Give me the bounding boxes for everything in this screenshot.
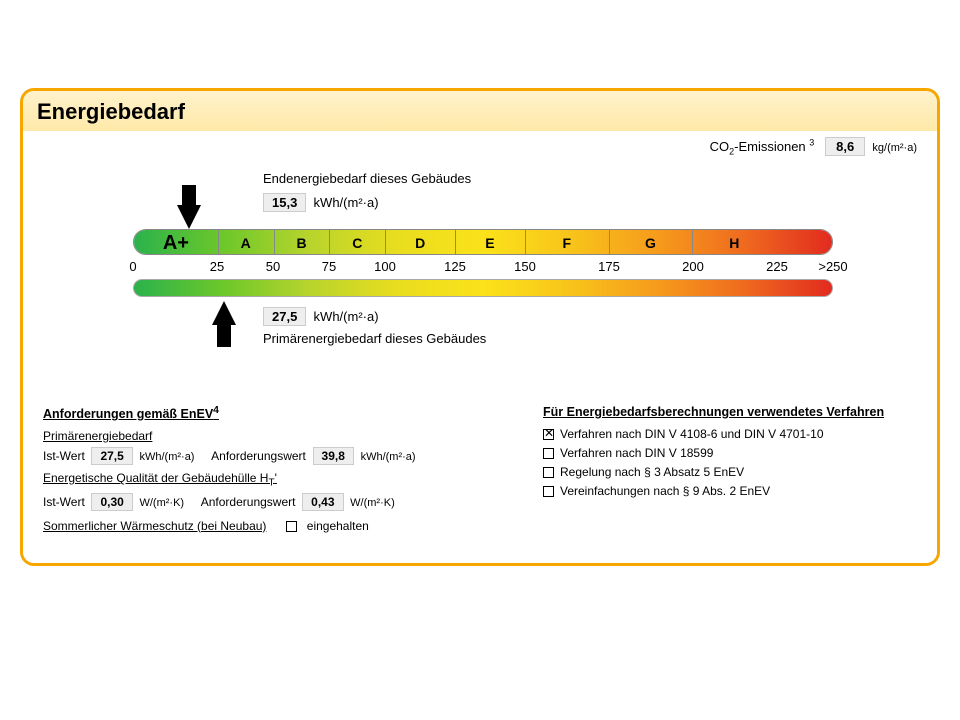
method-option: Verfahren nach DIN V 18599 (543, 446, 923, 460)
envelope-ist-unit: W/(m²·K) (139, 497, 184, 509)
co2-footnote: 3 (809, 138, 814, 148)
tick-label: >250 (818, 259, 847, 274)
method-checkbox[interactable] (543, 448, 554, 459)
envelope-anf-value: 0,43 (302, 493, 343, 511)
segment-label: F (525, 230, 609, 255)
primary-anf-label: Anforderungswert (211, 449, 306, 463)
card-header: Energiebedarf (23, 91, 937, 131)
primary-anf-value: 39,8 (313, 447, 354, 465)
tick-label: 225 (766, 259, 788, 274)
co2-row: CO2-Emissionen 3 8,6 kg/(m²·a) (710, 137, 917, 157)
envelope-anf-label: Anforderungswert (201, 495, 296, 509)
lower-gradient-strip (133, 279, 833, 297)
energy-bar-bg: A+ABCDEFGH (133, 229, 833, 255)
energy-bar: A+ABCDEFGH 0255075100125150175200225>250 (133, 229, 833, 255)
summer-opt-label: eingehalten (307, 519, 369, 533)
envelope-heading: Energetische Qualität der Gebäudehülle H… (43, 471, 503, 488)
method-checkbox[interactable] (543, 486, 554, 497)
method-option: Verfahren nach DIN V 4108-6 und DIN V 47… (543, 427, 923, 441)
primary-ist-unit: kWh/(m²·a) (139, 451, 194, 463)
tick-label: 150 (514, 259, 536, 274)
segment-label: G (609, 230, 693, 255)
method-option-label: Regelung nach § 3 Absatz 5 EnEV (560, 465, 744, 479)
primary-ist-label: Ist-Wert (43, 449, 85, 463)
bottom-marker-value: 27,5 (263, 307, 306, 326)
bottom-marker-label: Primärenergiebedarf dieses Gebäudes (263, 331, 486, 346)
method-checkbox[interactable] (543, 467, 554, 478)
tick-label: 50 (266, 259, 280, 274)
tick-label: 200 (682, 259, 704, 274)
segment-label: C (329, 230, 385, 255)
card-body: CO2-Emissionen 3 8,6 kg/(m²·a) Endenergi… (23, 131, 937, 563)
arrow-down-icon (177, 205, 201, 229)
top-marker-unit: kWh/(m²·a) (314, 195, 379, 210)
requirements-column: Anforderungen gemäß EnEV4 Primärenergieb… (43, 405, 503, 536)
method-option-label: Vereinfachungen nach § 9 Abs. 2 EnEV (560, 484, 770, 498)
tick-label: 0 (129, 259, 136, 274)
primary-anf-unit: kWh/(m²·a) (361, 451, 416, 463)
tick-label: 175 (598, 259, 620, 274)
method-option-label: Verfahren nach DIN V 4108-6 und DIN V 47… (560, 427, 824, 441)
envelope-row: Ist-Wert 0,30 W/(m²·K) Anforderungswert … (43, 493, 503, 511)
method-option: Regelung nach § 3 Absatz 5 EnEV (543, 465, 923, 479)
co2-label-rest: -Emissionen (734, 139, 806, 154)
primary-ist-value: 27,5 (91, 447, 132, 465)
tick-label: 75 (322, 259, 336, 274)
envelope-anf-unit: W/(m²·K) (350, 497, 395, 509)
primary-row: Ist-Wert 27,5 kWh/(m²·a) Anforderungswer… (43, 447, 503, 465)
method-option: Vereinfachungen nach § 9 Abs. 2 EnEV (543, 484, 923, 498)
summer-checkbox[interactable] (286, 521, 297, 532)
primary-heading: Primärenergiebedarf (43, 429, 503, 443)
segment-label: E (455, 230, 525, 255)
segment-label: H (692, 230, 776, 255)
envelope-ist-label: Ist-Wert (43, 495, 85, 509)
card-title: Energiebedarf (37, 99, 185, 124)
method-checkbox[interactable] (543, 429, 554, 440)
segment-label: B (274, 230, 330, 255)
requirements-title: Anforderungen gemäß EnEV4 (43, 405, 503, 421)
bottom-marker-valrow: 27,5 kWh/(m²·a) (263, 307, 379, 326)
segment-label: A+ (134, 230, 218, 255)
bottom-marker-unit: kWh/(m²·a) (314, 309, 379, 324)
tick-label: 100 (374, 259, 396, 274)
co2-value: 8,6 (825, 137, 865, 156)
segment-label: D (385, 230, 455, 255)
method-option-label: Verfahren nach DIN V 18599 (560, 446, 713, 460)
tick-label: 125 (444, 259, 466, 274)
envelope-ist-value: 0,30 (91, 493, 132, 511)
summer-row: Sommerlicher Wärmeschutz (bei Neubau) ei… (43, 519, 503, 533)
method-title: Für Energiebedarfsberechnungen verwendet… (543, 405, 923, 419)
summer-heading: Sommerlicher Wärmeschutz (bei Neubau) (43, 519, 266, 533)
co2-unit: kg/(m²·a) (872, 142, 917, 154)
segment-label: A (218, 230, 274, 255)
tick-label: 25 (210, 259, 224, 274)
arrow-up-icon (212, 301, 236, 325)
energy-card: Energiebedarf CO2-Emissionen 3 8,6 kg/(m… (20, 88, 940, 566)
top-marker-label: Endenergiebedarf dieses Gebäudes (263, 171, 471, 186)
top-marker-valrow: 15,3 kWh/(m²·a) (263, 193, 379, 212)
top-marker-value: 15,3 (263, 193, 306, 212)
co2-label-prefix: CO (710, 139, 730, 154)
method-column: Für Energiebedarfsberechnungen verwendet… (543, 405, 923, 503)
